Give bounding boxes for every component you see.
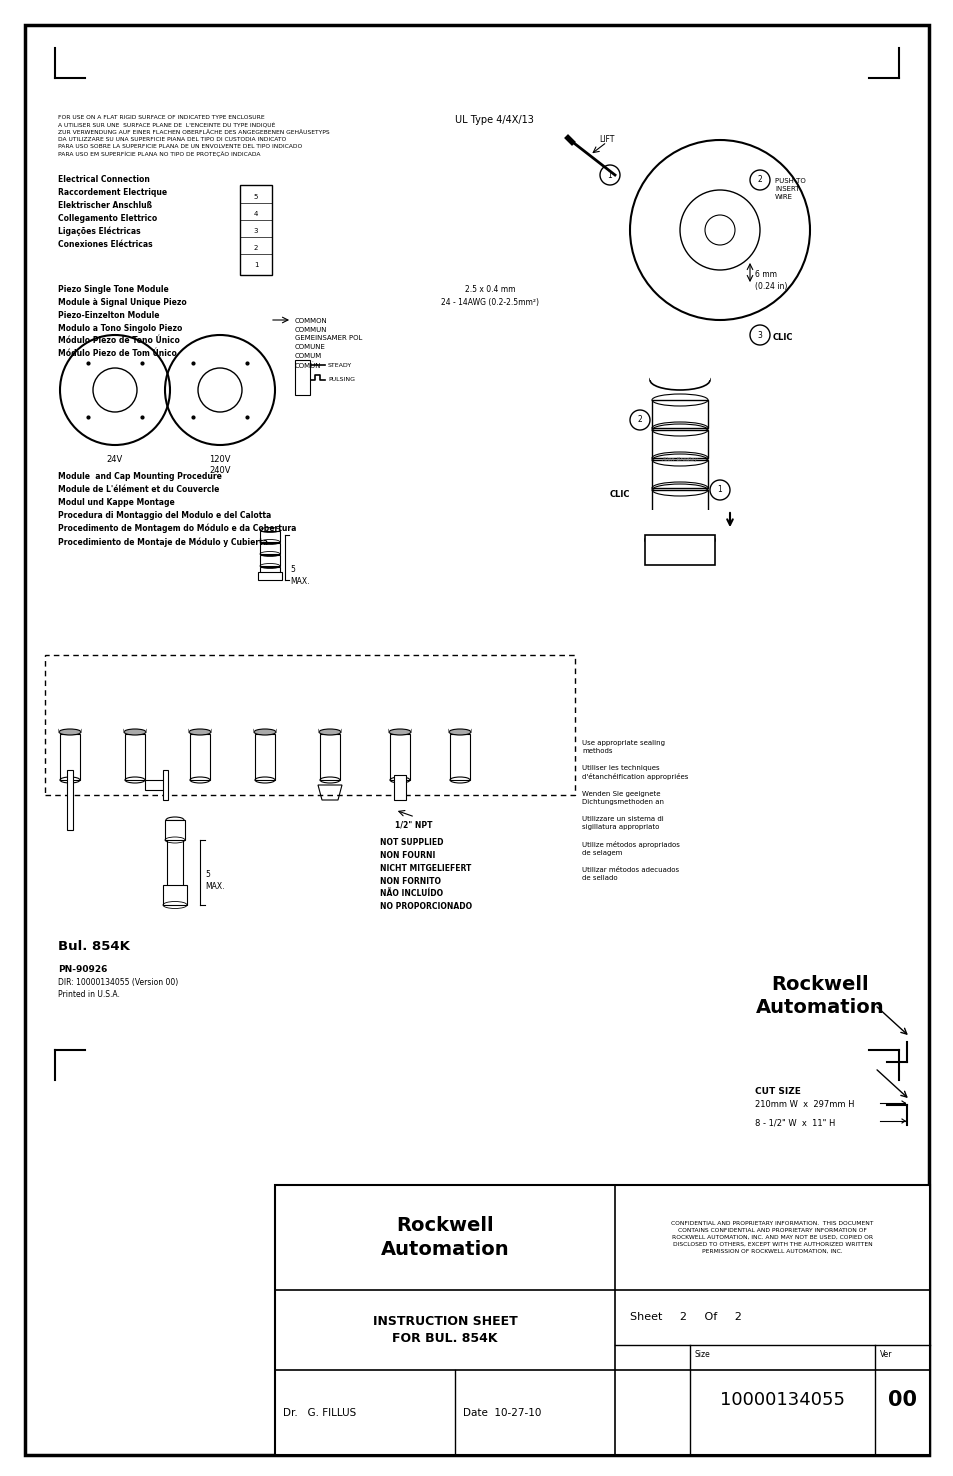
Ellipse shape [318, 729, 340, 735]
Text: 24 - 14AWG (0.2-2.5mm²): 24 - 14AWG (0.2-2.5mm²) [440, 298, 538, 307]
Text: CUT SIZE: CUT SIZE [754, 1086, 800, 1097]
Text: PULSING: PULSING [328, 376, 355, 382]
Bar [45, 655, 575, 796]
Text: COMMON
COMMUN
GEMEINSAMER POL
COMUNE
COMUM
COMÚN: COMMON COMMUN GEMEINSAMER POL COMUNE COM… [294, 317, 362, 369]
Bar [165, 821, 185, 840]
Text: Date  10-27-10: Date 10-27-10 [462, 1408, 540, 1417]
Text: PN-90926: PN-90926 [58, 965, 108, 974]
Text: NOT SUPPLIED
NON FOURNI
NICHT MITGELIEFERT
NON FORNITO
NÃO INCLUÍDO
NO PROPORCIO: NOT SUPPLIED NON FOURNI NICHT MITGELIEFE… [379, 838, 472, 911]
Bar [319, 734, 339, 779]
Text: LIFT: LIFT [598, 134, 614, 145]
Bar [260, 543, 280, 554]
Text: 24V: 24V [107, 455, 123, 463]
Bar [260, 555, 280, 565]
Text: UL Type 4/4X/13: UL Type 4/4X/13 [455, 115, 534, 125]
Ellipse shape [449, 729, 471, 735]
Bar [390, 734, 410, 779]
Text: CONFIDENTIAL AND PROPRIETARY INFORMATION.  THIS DOCUMENT
CONTAINS CONFIDENTIAL A: CONFIDENTIAL AND PROPRIETARY INFORMATION… [671, 1221, 873, 1255]
Ellipse shape [253, 729, 275, 735]
Text: 2: 2 [637, 416, 641, 425]
Text: DIR: 10000134055 (Version 00): DIR: 10000134055 (Version 00) [58, 979, 178, 987]
Bar [389, 708, 411, 734]
Bar [59, 708, 81, 734]
Text: 120V
240V: 120V 240V [209, 455, 231, 475]
Bar [318, 708, 340, 734]
Text: 5
MAX.: 5 MAX. [205, 869, 224, 892]
Bar [651, 461, 707, 489]
Text: 2.5 x 0.4 mm: 2.5 x 0.4 mm [464, 285, 515, 294]
Text: Allen-Bradley: Allen-Bradley [661, 458, 698, 462]
Bar [163, 886, 187, 905]
Text: 8 - 1/2" W  x  11" H: 8 - 1/2" W x 11" H [754, 1117, 835, 1128]
Text: 1: 1 [607, 171, 612, 180]
Bar [60, 734, 80, 779]
Text: Piezo Single Tone Module
Module à Signal Unique Piezo
Piezo-Einzelton Module
Mod: Piezo Single Tone Module Module à Signal… [58, 285, 187, 359]
Text: 6 mm
(0.24 in): 6 mm (0.24 in) [754, 270, 786, 291]
Bar [450, 734, 470, 779]
Text: Use appropriate sealing
methods

Utiliser les techniques
d'étanchéification appr: Use appropriate sealing methods Utiliser… [581, 739, 688, 881]
Text: 5
MAX.: 5 MAX. [290, 565, 309, 586]
Text: Bul. 854K: Bul. 854K [58, 940, 130, 953]
Text: 3: 3 [253, 227, 258, 235]
Text: Printed in U.S.A.: Printed in U.S.A. [58, 990, 120, 999]
Text: STEADY: STEADY [328, 363, 352, 368]
Text: 10000134055: 10000134055 [720, 1390, 844, 1410]
Text: Module  and Cap Mounting Procedure
Module de L'élément et du Couvercle
Modul und: Module and Cap Mounting Procedure Module… [58, 472, 296, 546]
Text: 00: 00 [887, 1390, 916, 1410]
Text: 210mm W  x  297mm H: 210mm W x 297mm H [754, 1100, 854, 1108]
Text: 4: 4 [253, 211, 258, 217]
Text: 5: 5 [253, 193, 258, 201]
Bar [294, 360, 310, 396]
Text: Electrical Connection
Raccordement Electrique
Elektrischer Anschluß
Collegamento: Electrical Connection Raccordement Elect… [58, 176, 167, 249]
Text: PUSH TO
INSERT
WIRE: PUSH TO INSERT WIRE [774, 179, 805, 201]
Text: CLIC: CLIC [772, 334, 793, 342]
Bar [167, 821, 183, 900]
Bar [651, 430, 707, 458]
Bar [163, 770, 168, 800]
Bar [651, 490, 707, 518]
Bar [644, 511, 714, 540]
Text: 2: 2 [253, 245, 258, 251]
Text: CLIC: CLIC [609, 490, 630, 499]
Text: 2: 2 [757, 176, 761, 184]
Bar [240, 184, 272, 275]
Text: Sheet     2     Of     2: Sheet 2 Of 2 [629, 1312, 741, 1322]
Bar [124, 708, 146, 734]
Text: Rockwell
Automation: Rockwell Automation [755, 976, 883, 1017]
Bar [189, 708, 211, 734]
Text: Size: Size [695, 1351, 710, 1359]
Text: 1: 1 [717, 486, 721, 494]
Bar [644, 534, 714, 565]
Text: Ver: Ver [879, 1351, 892, 1359]
Bar [67, 770, 73, 830]
Bar [651, 400, 707, 428]
Text: Rockwell
Automation: Rockwell Automation [380, 1216, 509, 1259]
Bar [145, 779, 165, 790]
Ellipse shape [189, 729, 211, 735]
Text: Dr.   G. FILLUS: Dr. G. FILLUS [283, 1408, 355, 1417]
Bar [254, 734, 274, 779]
Bar [125, 734, 145, 779]
Ellipse shape [389, 729, 411, 735]
Bar [253, 708, 275, 734]
Text: INSTRUCTION SHEET
FOR BUL. 854K: INSTRUCTION SHEET FOR BUL. 854K [373, 1315, 517, 1345]
Text: 1/2" NPT: 1/2" NPT [395, 821, 432, 830]
Bar [394, 775, 406, 800]
Bar [274, 1185, 929, 1455]
Text: FOR USE ON A FLAT RIGID SURFACE OF INDICATED TYPE ENCLOSURE
A UTILISER SUR UNE  : FOR USE ON A FLAT RIGID SURFACE OF INDIC… [58, 115, 330, 158]
Bar [260, 531, 280, 542]
Bar [190, 734, 210, 779]
Bar [257, 573, 282, 580]
Ellipse shape [59, 729, 81, 735]
Bar [260, 567, 280, 579]
Bar [449, 708, 471, 734]
Bar [649, 360, 709, 379]
Text: 1: 1 [253, 263, 258, 269]
Ellipse shape [124, 729, 146, 735]
Text: 3: 3 [757, 331, 761, 339]
